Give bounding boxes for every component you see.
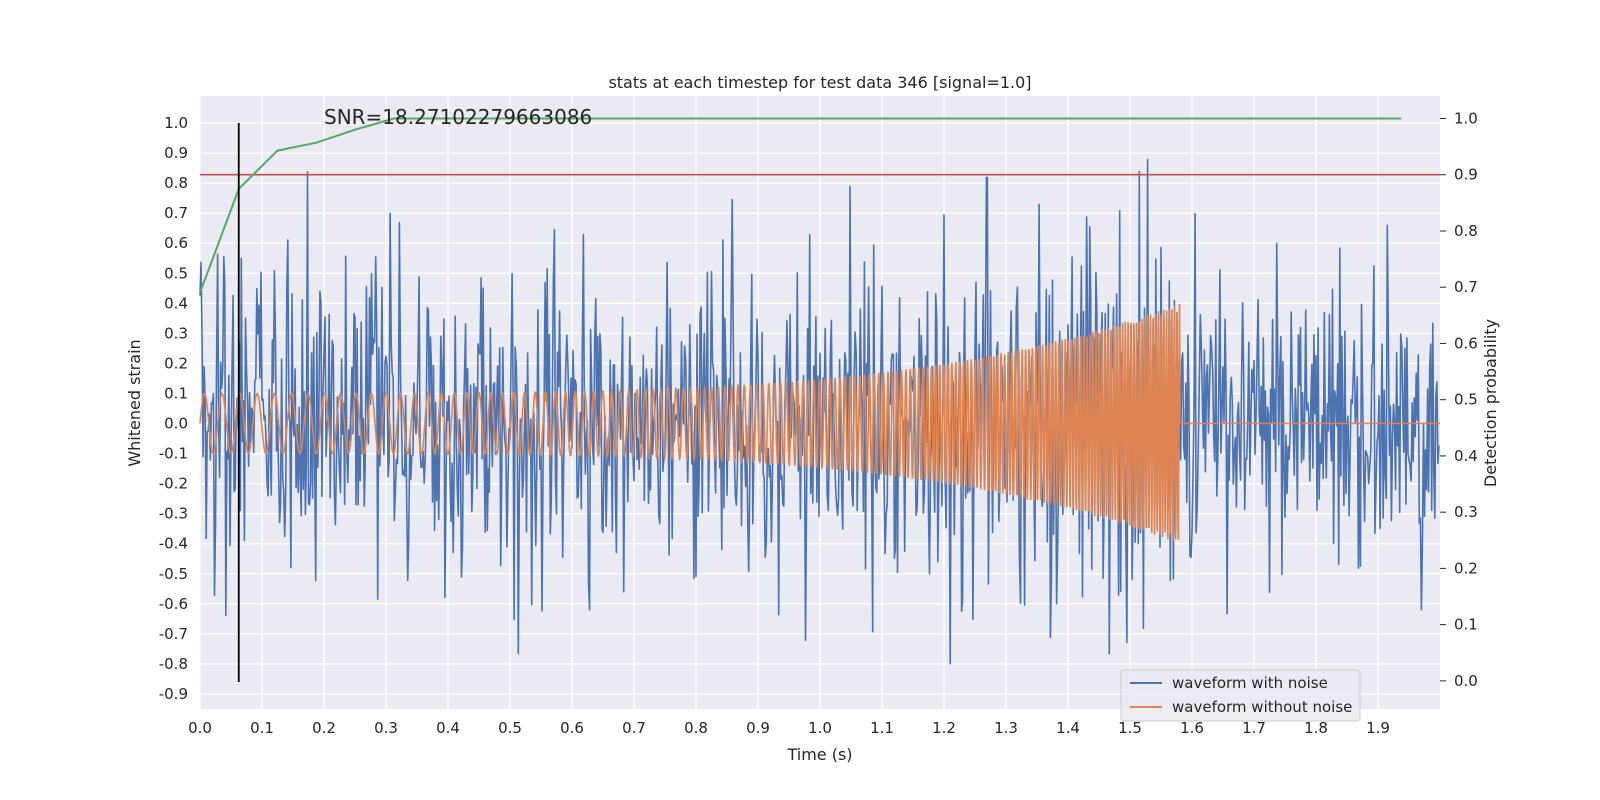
x-tick-label: 0.7 — [622, 719, 646, 737]
x-tick-label: 1.9 — [1366, 719, 1390, 737]
y-tick-label: -0.1 — [159, 445, 188, 463]
y2-axis-ticks: 1.0 0.9 0.8 0.7 0.6 0.5 0.4 0.3 0.2 0.1 0.0 — [1440, 109, 1478, 690]
y-tick-label: 0.7 — [164, 204, 188, 222]
x-tick-label: 1.1 — [870, 719, 894, 737]
chart-title: stats at each timestep for test data 346… — [608, 73, 1031, 92]
series-waveform-without-noise — [199, 303, 1440, 542]
y-tick-label: -0.4 — [159, 535, 188, 553]
x-tick-label: 1.5 — [1118, 719, 1142, 737]
x-tick-label: 0.6 — [560, 719, 584, 737]
y2-tick-label: 0.0 — [1454, 672, 1478, 690]
y2-tick-label: 0.6 — [1454, 334, 1478, 352]
x-tick-label: 0.9 — [746, 719, 770, 737]
x-tick-label: 1.3 — [994, 719, 1018, 737]
y-tick-label: -0.5 — [159, 565, 188, 583]
x-tick-label: 1.6 — [1180, 719, 1204, 737]
y-tick-label: -0.2 — [159, 475, 188, 493]
y-tick-label: -0.6 — [159, 595, 188, 613]
x-tick-label: 0.8 — [684, 719, 708, 737]
y2-tick-label: 0.2 — [1454, 559, 1478, 577]
y-tick-label: -0.9 — [159, 685, 188, 703]
y-axis-label: Whitened strain — [125, 339, 144, 466]
y2-tick-label: 1.0 — [1454, 109, 1478, 127]
x-tick-label: 1.4 — [1056, 719, 1080, 737]
y-tick-label: 0.4 — [164, 294, 188, 312]
series-waveform-with-noise — [199, 158, 1440, 665]
y2-tick-label: 0.7 — [1454, 278, 1478, 296]
x-tick-label: 1.8 — [1304, 719, 1328, 737]
y2-tick-label: 0.5 — [1454, 391, 1478, 409]
x-tick-label: 1.2 — [932, 719, 956, 737]
y-tick-label: -0.7 — [159, 625, 188, 643]
y2-tick-label: 0.1 — [1454, 616, 1478, 634]
y-axis-ticks: 1.0 0.9 0.8 0.7 0.6 0.5 0.4 0.3 0.2 0.1 0.0 -0.1 -0.… — [159, 114, 188, 703]
y2-axis-label: Detection probability — [1481, 319, 1500, 487]
y2-tick-label: 0.8 — [1454, 222, 1478, 240]
x-tick-label: 0.1 — [250, 719, 274, 737]
x-tick-label: 0.5 — [498, 719, 522, 737]
y-tick-label: 0.0 — [164, 415, 188, 433]
y-tick-label: 0.5 — [164, 264, 188, 282]
y-tick-label: 0.2 — [164, 354, 188, 372]
x-tick-label: 0.2 — [312, 719, 336, 737]
x-tick-label: 0.4 — [436, 719, 460, 737]
x-tick-label: 1.0 — [808, 719, 832, 737]
legend-box — [1120, 669, 1361, 722]
x-tick-label: 1.7 — [1242, 719, 1266, 737]
y-tick-label: 0.8 — [164, 174, 188, 192]
y2-tick-label: 0.4 — [1454, 447, 1478, 465]
series-layer — [199, 117, 1440, 682]
x-axis-ticks: 0.0 0.1 0.2 0.3 0.4 0.5 0.6 0.7 0.8 0.9 1.0 1.1 1.2 1… — [188, 719, 1390, 737]
y-tick-label: 0.1 — [164, 384, 188, 402]
y-tick-label: 1.0 — [164, 114, 188, 132]
legend-entry-noise: waveform with noise — [1172, 674, 1328, 692]
y2-tick-label: 0.9 — [1454, 166, 1478, 184]
y-tick-label: 0.6 — [164, 234, 188, 252]
y-tick-label: -0.3 — [159, 505, 188, 523]
y-tick-label: 0.3 — [164, 324, 188, 342]
y-tick-label: 0.9 — [164, 144, 188, 162]
snr-annotation: SNR=18.27102279663086 — [324, 105, 592, 129]
y-tick-label: -0.8 — [159, 655, 188, 673]
x-tick-label: 0.0 — [188, 719, 212, 737]
x-axis-label: Time (s) — [786, 745, 852, 764]
legend-entry-clean: waveform without noise — [1172, 698, 1352, 716]
legend: waveform with noise waveform without noi… — [1120, 669, 1361, 722]
y2-tick-label: 0.3 — [1454, 503, 1478, 521]
series-detection-probability — [199, 117, 1402, 294]
x-tick-label: 0.3 — [374, 719, 398, 737]
